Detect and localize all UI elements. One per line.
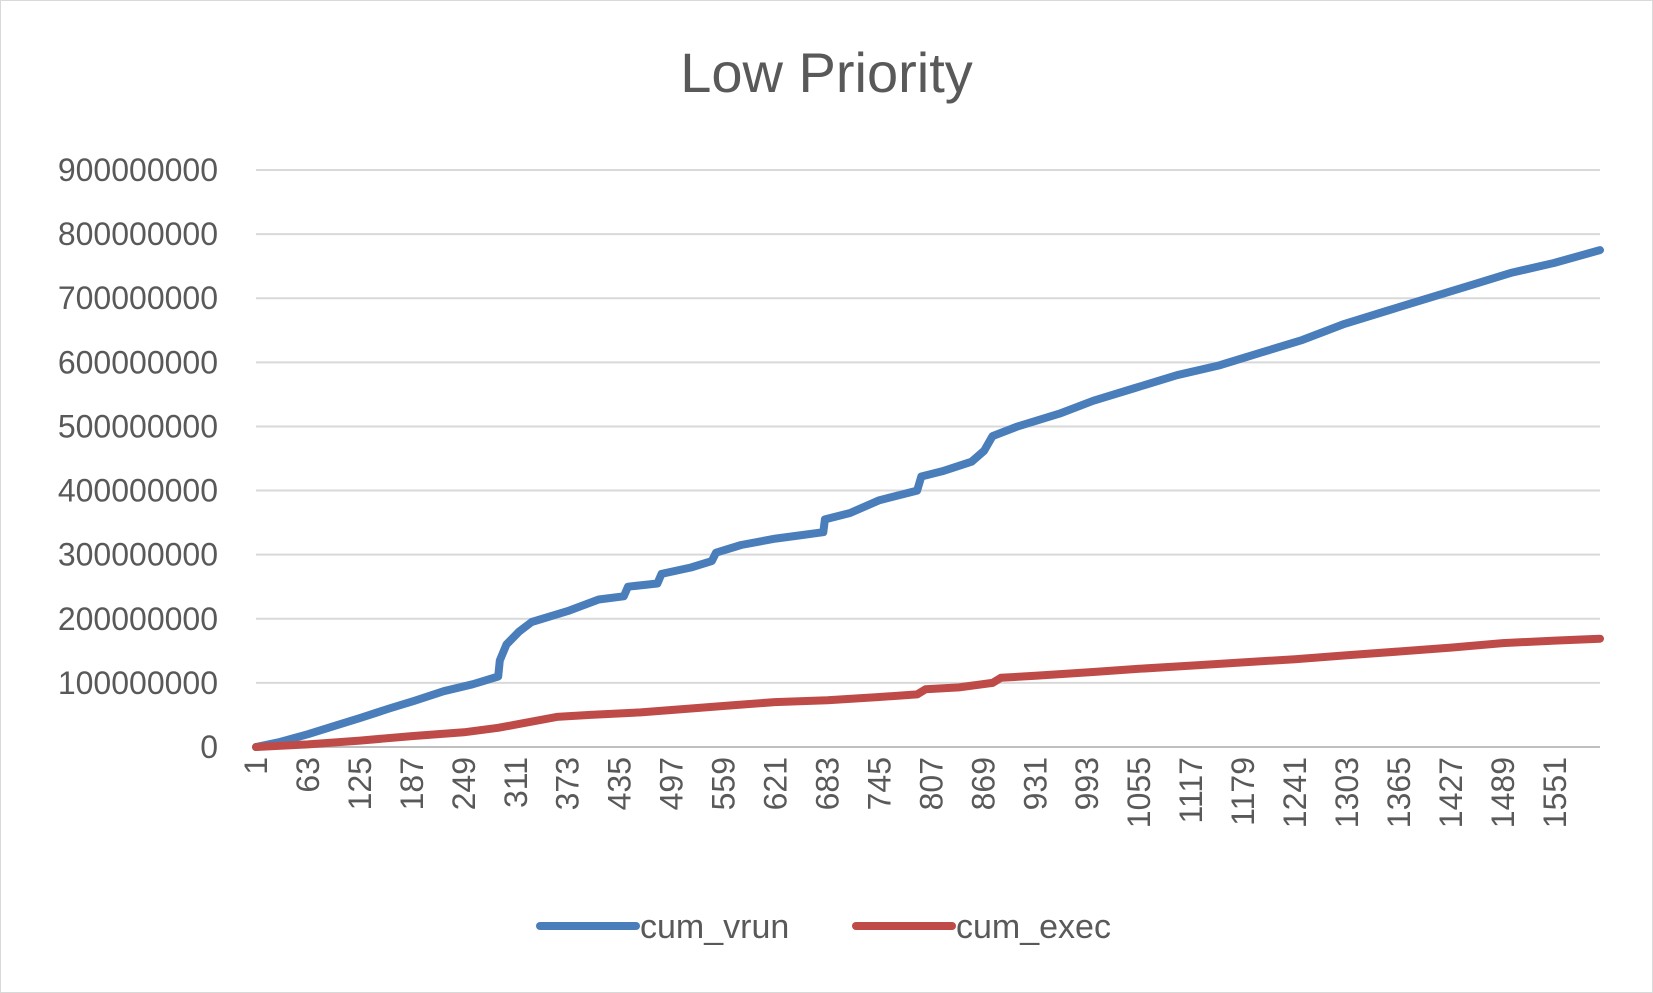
chart-title: Low Priority <box>680 41 973 104</box>
x-tick-label: 559 <box>706 757 742 810</box>
x-tick-label: 1427 <box>1433 757 1469 828</box>
gridlines <box>256 169 1600 748</box>
x-tick-label: 435 <box>602 757 638 810</box>
x-tick-label: 125 <box>342 757 378 810</box>
legend-label-cum_vrun: cum_vrun <box>640 908 789 946</box>
y-tick-label: 300000000 <box>58 537 218 573</box>
y-axis-ticks: 0 100000000 200000000 300000000 400000000 500… <box>58 152 218 765</box>
x-tick-label: 187 <box>394 757 430 810</box>
x-tick-label: 931 <box>1017 757 1053 810</box>
x-tick-label: 1489 <box>1485 757 1521 828</box>
x-tick-label: 683 <box>809 757 845 810</box>
x-tick-label: 1 <box>238 757 274 775</box>
y-tick-label: 100000000 <box>58 665 218 701</box>
x-tick-label: 1241 <box>1277 757 1313 828</box>
x-tick-label: 1179 <box>1225 757 1261 826</box>
x-tick-label: 497 <box>654 757 690 810</box>
y-tick-label: 200000000 <box>58 601 218 637</box>
x-tick-label: 1117 <box>1173 757 1209 823</box>
y-tick-label: 0 <box>200 729 218 765</box>
series-lines <box>252 246 1604 751</box>
series-line-cum_vrun <box>252 246 1604 751</box>
x-tick-label: 63 <box>290 757 326 793</box>
x-tick-label: 1303 <box>1329 757 1365 828</box>
x-tick-label: 1055 <box>1121 757 1157 828</box>
y-tick-label: 400000000 <box>58 473 218 509</box>
x-tick-label: 373 <box>550 757 586 810</box>
legend: cum_vrun cum_exec <box>536 908 1111 946</box>
y-tick-label: 600000000 <box>58 344 218 380</box>
y-tick-label: 800000000 <box>58 216 218 252</box>
x-tick-label: 311 <box>498 757 534 808</box>
x-tick-label: 807 <box>913 757 949 810</box>
x-tick-label: 869 <box>965 757 1001 810</box>
x-tick-label: 1551 <box>1537 757 1573 828</box>
y-tick-label: 500000000 <box>58 408 218 444</box>
x-axis-ticks: 1 63 125 187 249 311 373 435 497 559 621 683 745 807 8… <box>238 757 1573 828</box>
x-tick-label: 621 <box>758 757 794 810</box>
legend-label-cum_exec: cum_exec <box>956 908 1111 946</box>
y-tick-label: 900000000 <box>58 152 218 188</box>
x-tick-label: 1365 <box>1381 757 1417 828</box>
x-tick-label: 745 <box>861 757 897 810</box>
x-tick-label: 993 <box>1069 757 1105 810</box>
x-tick-label: 249 <box>446 757 482 810</box>
series-line-cum_exec <box>252 634 1604 751</box>
y-tick-label: 700000000 <box>58 280 218 316</box>
